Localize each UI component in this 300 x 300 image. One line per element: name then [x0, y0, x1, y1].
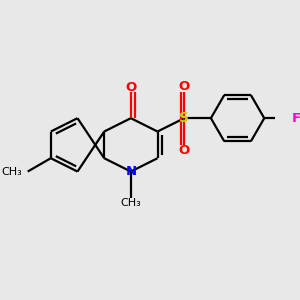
Text: O: O	[125, 81, 136, 94]
Text: F: F	[292, 112, 300, 125]
Text: CH₃: CH₃	[121, 198, 141, 208]
Text: O: O	[178, 143, 190, 157]
Text: N: N	[125, 165, 136, 178]
Text: S: S	[179, 111, 189, 125]
Text: CH₃: CH₃	[2, 167, 22, 177]
Text: O: O	[178, 80, 190, 93]
